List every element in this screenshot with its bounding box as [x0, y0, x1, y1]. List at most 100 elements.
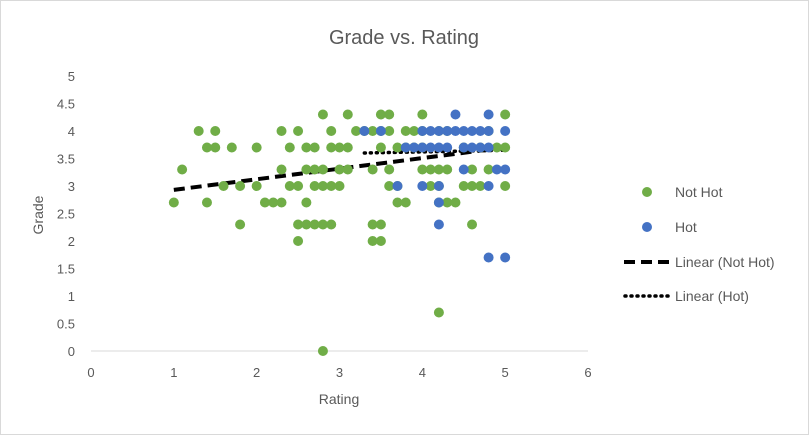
- data-point-hot: [483, 126, 494, 136]
- data-point-not-hot: [309, 142, 320, 153]
- data-point-not-hot: [309, 219, 320, 230]
- legend-marker-hot: [642, 222, 652, 232]
- data-point-not-hot: [500, 181, 511, 191]
- data-point-not-hot: [168, 197, 179, 208]
- data-point-not-hot: [309, 181, 320, 191]
- data-point-not-hot: [442, 197, 453, 208]
- data-point-not-hot: [210, 126, 221, 136]
- data-point-hot: [500, 126, 511, 136]
- data-point-not-hot: [301, 164, 312, 175]
- legend-marker-not-hot: [642, 187, 652, 197]
- data-point-not-hot: [293, 126, 304, 136]
- data-point-not-hot: [500, 109, 511, 120]
- x-tick-label: 6: [584, 365, 591, 380]
- data-point-not-hot: [384, 126, 395, 136]
- x-tick-label: 2: [253, 365, 260, 380]
- data-point-hot: [450, 109, 461, 120]
- data-point-not-hot: [177, 164, 188, 175]
- data-point-not-hot: [201, 197, 212, 208]
- data-point-not-hot: [400, 126, 411, 136]
- data-point-not-hot: [301, 197, 312, 208]
- data-point-not-hot: [491, 142, 502, 153]
- data-point-not-hot: [218, 181, 229, 191]
- data-point-not-hot: [425, 164, 436, 175]
- data-point-hot: [375, 126, 386, 136]
- legend-label-hot: Hot: [675, 219, 697, 235]
- trendline-linear-not-hot: [173, 145, 506, 192]
- data-point-hot: [417, 142, 428, 153]
- x-tick-label: 0: [87, 365, 94, 380]
- data-point-hot: [442, 126, 453, 136]
- data-point-not-hot: [384, 181, 395, 191]
- x-axis-title: Rating: [319, 391, 359, 407]
- data-point-not-hot: [251, 181, 262, 191]
- data-point-not-hot: [367, 219, 378, 230]
- data-point-not-hot: [284, 181, 295, 191]
- data-point-not-hot: [375, 142, 386, 153]
- data-point-not-hot: [334, 181, 345, 191]
- x-axis-tick-labels: 0 1 2 3 4 5 6: [87, 365, 591, 380]
- data-point-not-hot: [334, 164, 345, 175]
- data-point-not-hot: [235, 181, 246, 191]
- data-point-hot: [433, 126, 444, 136]
- data-point-hot: [483, 252, 494, 263]
- data-point-not-hot: [375, 109, 386, 120]
- data-point-not-hot: [417, 109, 428, 120]
- data-point-not-hot: [400, 197, 411, 208]
- data-point-not-hot: [301, 219, 312, 230]
- data-point-not-hot: [409, 126, 420, 136]
- data-point-hot: [433, 219, 444, 230]
- y-tick-label: 1: [68, 289, 75, 304]
- data-point-hot: [475, 126, 486, 136]
- data-point-hot: [500, 252, 511, 263]
- data-point-not-hot: [235, 219, 246, 230]
- data-points: [168, 109, 511, 356]
- y-tick-label: 0.5: [57, 317, 75, 332]
- data-point-not-hot: [326, 142, 337, 153]
- trendlines: [173, 145, 507, 192]
- data-point-not-hot: [483, 164, 494, 175]
- data-point-not-hot: [326, 181, 337, 191]
- y-tick-label: 1.5: [57, 262, 75, 277]
- data-point-not-hot: [442, 164, 453, 175]
- data-point-hot: [458, 126, 469, 136]
- data-point-not-hot: [433, 307, 444, 318]
- data-point-not-hot: [384, 109, 395, 120]
- y-tick-label: 3.5: [57, 152, 75, 167]
- data-point-hot: [458, 142, 469, 153]
- data-point-hot: [483, 109, 494, 120]
- data-point-not-hot: [334, 142, 345, 153]
- data-point-hot: [442, 142, 453, 153]
- data-point-not-hot: [392, 142, 403, 153]
- data-point-not-hot: [293, 181, 304, 191]
- data-point-not-hot: [392, 197, 403, 208]
- data-point-not-hot: [433, 164, 444, 175]
- data-point-not-hot: [500, 142, 511, 153]
- data-point-not-hot: [417, 164, 428, 175]
- data-point-not-hot: [425, 181, 436, 191]
- legend: Not Hot Hot Linear (Not Hot) Linear (Hot…: [623, 184, 775, 304]
- data-point-hot: [483, 142, 494, 153]
- data-point-not-hot: [367, 164, 378, 175]
- legend-label-linear-not-hot: Linear (Not Hot): [675, 254, 775, 270]
- data-point-hot: [400, 142, 411, 153]
- data-point-not-hot: [342, 109, 353, 120]
- data-point-hot: [417, 181, 428, 191]
- y-axis-title: Grade: [30, 195, 46, 234]
- data-point-not-hot: [367, 236, 378, 246]
- data-point-not-hot: [475, 181, 486, 191]
- data-point-not-hot: [351, 126, 362, 136]
- data-point-not-hot: [384, 164, 395, 175]
- data-point-hot: [458, 164, 469, 175]
- data-point-not-hot: [375, 219, 386, 230]
- data-point-not-hot: [326, 126, 337, 136]
- data-point-hot: [392, 181, 403, 191]
- data-point-not-hot: [317, 346, 328, 356]
- data-point-hot: [483, 181, 494, 191]
- data-point-not-hot: [193, 126, 204, 136]
- y-tick-label: 0: [68, 344, 75, 359]
- data-point-hot: [425, 126, 436, 136]
- data-point-not-hot: [284, 142, 295, 153]
- data-point-not-hot: [375, 236, 386, 246]
